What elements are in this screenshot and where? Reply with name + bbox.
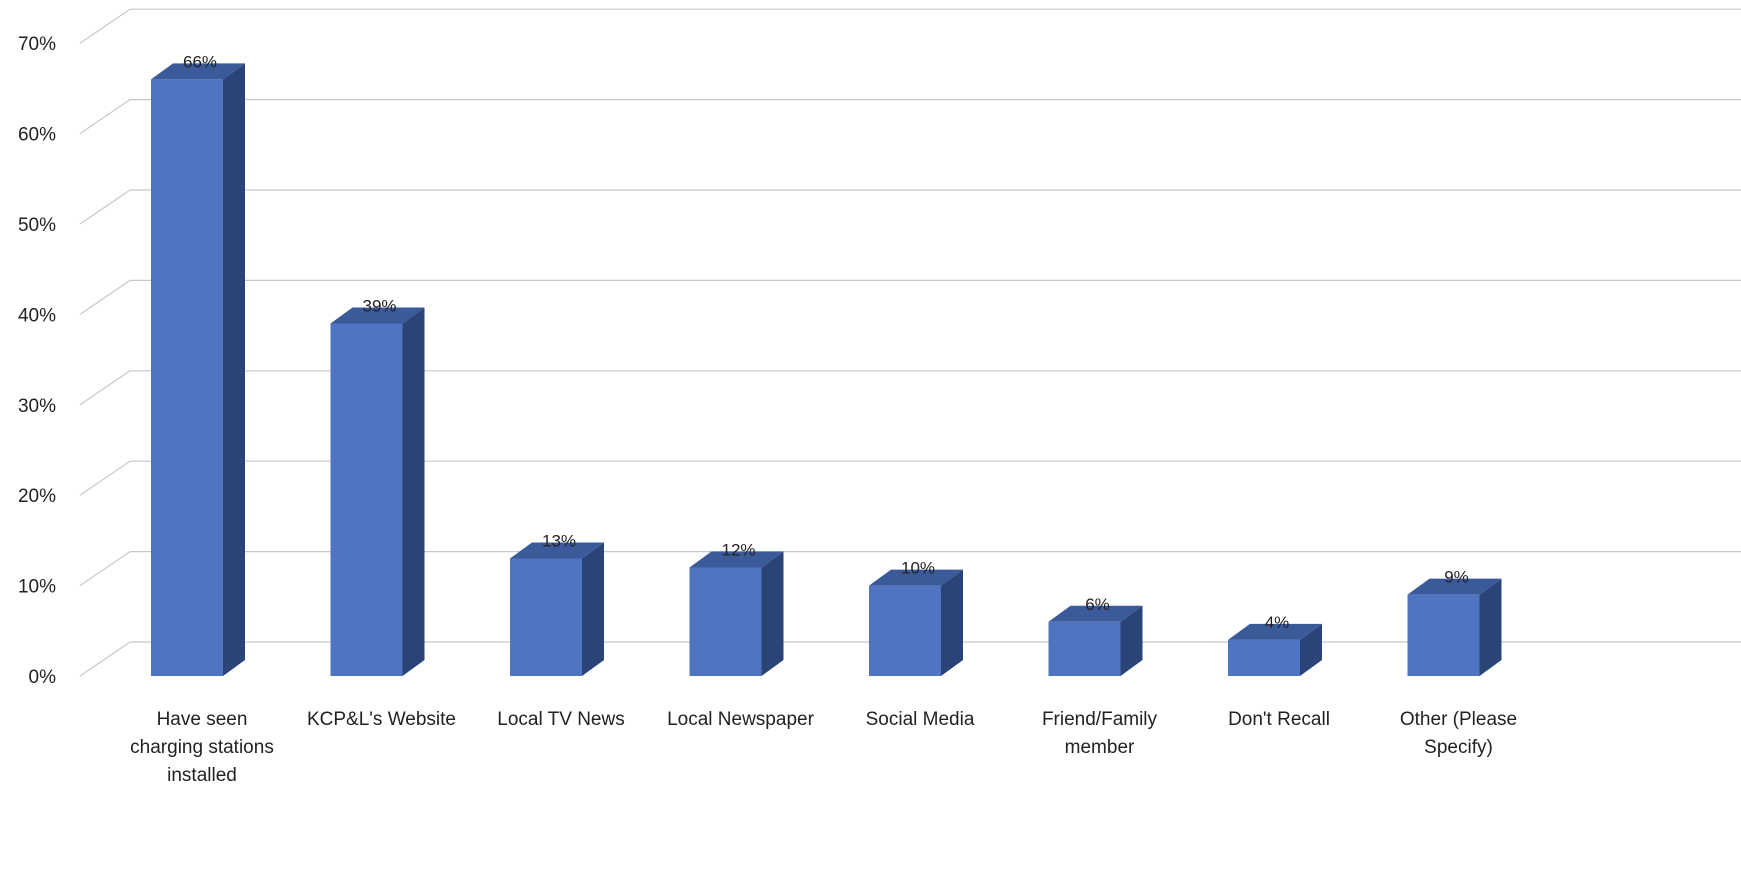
bar-side xyxy=(223,63,245,677)
bar-front xyxy=(869,585,941,676)
data-label: 10% xyxy=(901,559,935,578)
bar-top xyxy=(1228,623,1322,640)
bar-side xyxy=(402,307,425,676)
y-tick-label: 0% xyxy=(29,667,57,688)
bar-top xyxy=(330,307,425,324)
y-tick-label: 40% xyxy=(18,305,56,326)
bar xyxy=(151,63,245,677)
bar-front xyxy=(689,567,762,676)
bar-front xyxy=(510,558,582,676)
category-label: Local TV News xyxy=(497,709,624,730)
data-label: 12% xyxy=(721,541,755,560)
y-tick-label: 60% xyxy=(18,125,56,146)
y-axis-ticks: 0% 10% 20% 30% 40% 50% 60% 70% xyxy=(18,34,56,688)
y-tick-label: 70% xyxy=(18,34,56,55)
bar-front xyxy=(1228,639,1300,676)
gridline-depth xyxy=(79,460,131,496)
gridline-depth xyxy=(79,8,131,44)
bar xyxy=(1407,578,1502,676)
bar xyxy=(689,551,784,676)
bar-top xyxy=(510,542,604,559)
category-label: Local Newspaper xyxy=(667,709,814,730)
bar-side xyxy=(1479,578,1502,676)
gridline-depth xyxy=(79,189,131,225)
category-label: Friend/Family member xyxy=(1042,709,1158,758)
bar xyxy=(1048,605,1143,676)
bar-side xyxy=(941,569,963,676)
data-labels: 66% 39% 13% 12% 10% 6% 4% 9% xyxy=(183,52,1469,631)
gridline-depth xyxy=(79,99,131,135)
bar xyxy=(510,542,604,676)
data-label: 66% xyxy=(183,52,217,71)
bar-side xyxy=(582,542,604,676)
bar-front xyxy=(151,79,223,677)
bar-side xyxy=(761,551,784,676)
data-label: 6% xyxy=(1085,595,1110,614)
y-tick-label: 50% xyxy=(18,215,56,236)
bar-top xyxy=(689,551,784,568)
bar-front xyxy=(1407,594,1480,676)
bar-side xyxy=(1300,623,1322,676)
bar xyxy=(1228,623,1322,676)
data-label: 9% xyxy=(1444,568,1469,587)
category-label: Don't Recall xyxy=(1228,709,1330,730)
bar-top xyxy=(869,569,963,586)
category-label: Other (Please Specify) xyxy=(1400,709,1517,758)
category-label: Social Media xyxy=(866,709,975,730)
bar-side xyxy=(1120,605,1143,676)
gridline-depth xyxy=(79,279,131,315)
bar-top xyxy=(1407,578,1502,595)
gridline-depth xyxy=(79,551,131,587)
category-label: KCP&L's Website xyxy=(307,709,456,730)
y-tick-label: 10% xyxy=(18,577,56,598)
bar-top xyxy=(151,63,245,80)
data-label: 39% xyxy=(362,296,396,315)
bars xyxy=(151,63,1502,677)
y-tick-label: 30% xyxy=(18,396,56,417)
gridline-depth xyxy=(79,641,131,677)
bar-front xyxy=(1048,621,1121,676)
category-label: Have seen charging stations installed xyxy=(130,709,274,786)
data-label: 13% xyxy=(542,531,576,550)
y-tick-label: 20% xyxy=(18,486,56,507)
bar xyxy=(330,307,425,676)
bar xyxy=(869,569,963,676)
bar-top xyxy=(1048,605,1143,622)
data-label: 4% xyxy=(1265,613,1290,632)
bar-front xyxy=(330,323,403,676)
gridline-depth xyxy=(79,370,131,406)
x-axis-categories: Have seen charging stations installed KCP&L… xyxy=(130,709,1517,786)
